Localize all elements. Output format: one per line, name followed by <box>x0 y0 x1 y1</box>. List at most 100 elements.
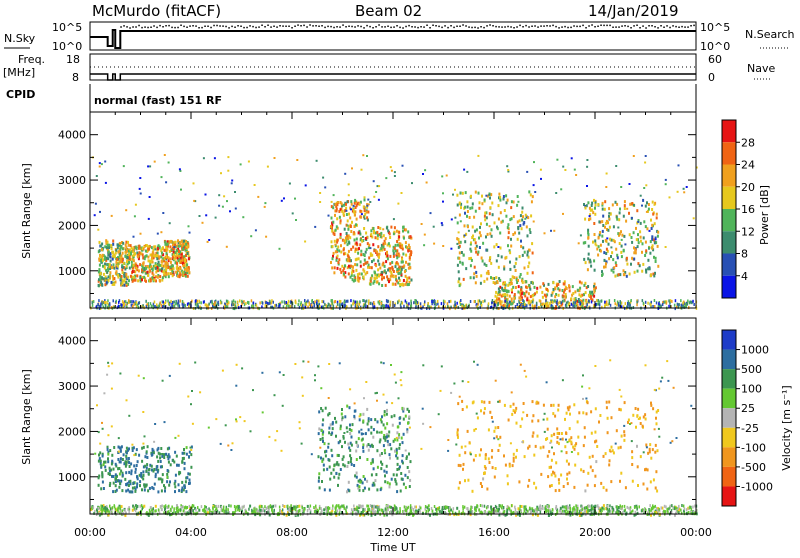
velocity-cell <box>164 490 166 493</box>
power-cell <box>388 242 390 245</box>
power-cell <box>189 232 191 234</box>
velocity-cell <box>612 449 614 452</box>
power-cell <box>526 254 528 257</box>
velocity-cell <box>189 451 191 454</box>
power-cell <box>179 275 181 278</box>
power-cell <box>566 304 568 307</box>
velocity-cell <box>384 414 386 417</box>
velocity-cell <box>126 457 128 460</box>
power-cell <box>407 230 409 233</box>
velocity-cell <box>156 468 158 471</box>
power-cell <box>162 276 164 279</box>
power-cell <box>466 215 468 218</box>
power-cell <box>409 263 411 266</box>
power-cell <box>636 301 638 304</box>
power-cell <box>654 204 656 206</box>
velocity-cell <box>119 473 121 476</box>
power-cell <box>335 250 337 253</box>
power-cell <box>405 261 407 264</box>
power-cell <box>108 276 110 279</box>
power-cell <box>491 228 493 231</box>
power-cell <box>167 243 169 246</box>
velocity-cell <box>284 505 286 508</box>
power-cell <box>167 300 169 303</box>
velocity-cell <box>573 486 575 489</box>
power-cell <box>351 304 353 307</box>
velocity-cell <box>484 407 486 410</box>
power-cell <box>528 190 530 193</box>
power-cell <box>127 256 129 259</box>
power-cell <box>104 263 106 266</box>
power-cell <box>322 177 324 179</box>
power-cell <box>639 230 641 233</box>
power-cell <box>222 206 224 208</box>
power-cell <box>597 254 599 257</box>
power-cell <box>100 244 102 247</box>
power-cell <box>393 255 395 258</box>
velocity-cell <box>167 469 169 472</box>
power-cell <box>509 251 511 254</box>
power-cell <box>594 213 596 216</box>
power-cell <box>405 228 407 231</box>
velocity-cell <box>358 504 360 507</box>
power-cell <box>370 283 372 286</box>
velocity-cell <box>133 482 135 485</box>
power-cell <box>220 301 222 304</box>
velocity-cell <box>166 476 168 479</box>
velocity-cell <box>319 486 321 489</box>
velocity-cell <box>132 449 134 452</box>
velocity-cell <box>503 454 505 457</box>
power-cell <box>122 247 124 250</box>
velocity-cell <box>307 505 309 508</box>
power-cell <box>122 242 124 245</box>
velocity-cell <box>344 441 346 444</box>
power-cell <box>530 295 532 298</box>
power-cell <box>350 248 352 251</box>
velocity-cell <box>155 505 157 508</box>
power-cell <box>472 202 474 205</box>
power-cell <box>231 182 233 184</box>
power-cell <box>105 301 107 304</box>
velocity-cell <box>342 416 344 419</box>
velocity-cell <box>113 468 115 471</box>
power-cell <box>461 305 463 308</box>
velocity-cell <box>352 423 354 426</box>
power-cell <box>601 274 603 277</box>
power-cell <box>602 240 604 243</box>
velocity-cell <box>321 480 323 483</box>
velocity-cell <box>625 486 627 489</box>
velocity-cell <box>318 427 320 430</box>
power-cell <box>402 253 404 256</box>
power-cell <box>295 301 297 304</box>
velocity-cell <box>341 445 343 448</box>
velocity-cell <box>140 505 142 508</box>
velocity-cell <box>640 455 642 458</box>
velocity-cell <box>495 505 497 508</box>
y-tick-label: 2000 <box>58 219 86 232</box>
power-cell <box>574 169 576 171</box>
velocity-cell <box>362 508 364 511</box>
power-cell <box>373 180 375 182</box>
power-cell <box>441 302 443 305</box>
velocity-cell <box>477 416 479 419</box>
power-cell <box>529 228 531 231</box>
power-cell <box>92 304 94 307</box>
velocity-cell <box>370 418 372 421</box>
velocity-cell <box>578 411 580 414</box>
power-cell <box>586 185 588 187</box>
velocity-cell <box>546 437 548 440</box>
power-cell <box>563 295 565 298</box>
power-cell <box>93 300 95 303</box>
velocity-cell <box>333 468 335 471</box>
power-cell <box>602 208 604 211</box>
power-cell <box>106 301 108 304</box>
power-cell <box>138 302 140 305</box>
power-cell <box>533 221 535 223</box>
power-cell <box>132 305 134 308</box>
velocity-cell <box>535 445 537 448</box>
velocity-cell <box>161 480 163 483</box>
velocity-cell <box>553 404 555 407</box>
power-cell <box>517 201 519 203</box>
power-cell <box>675 299 677 302</box>
velocity-cell <box>620 472 622 475</box>
